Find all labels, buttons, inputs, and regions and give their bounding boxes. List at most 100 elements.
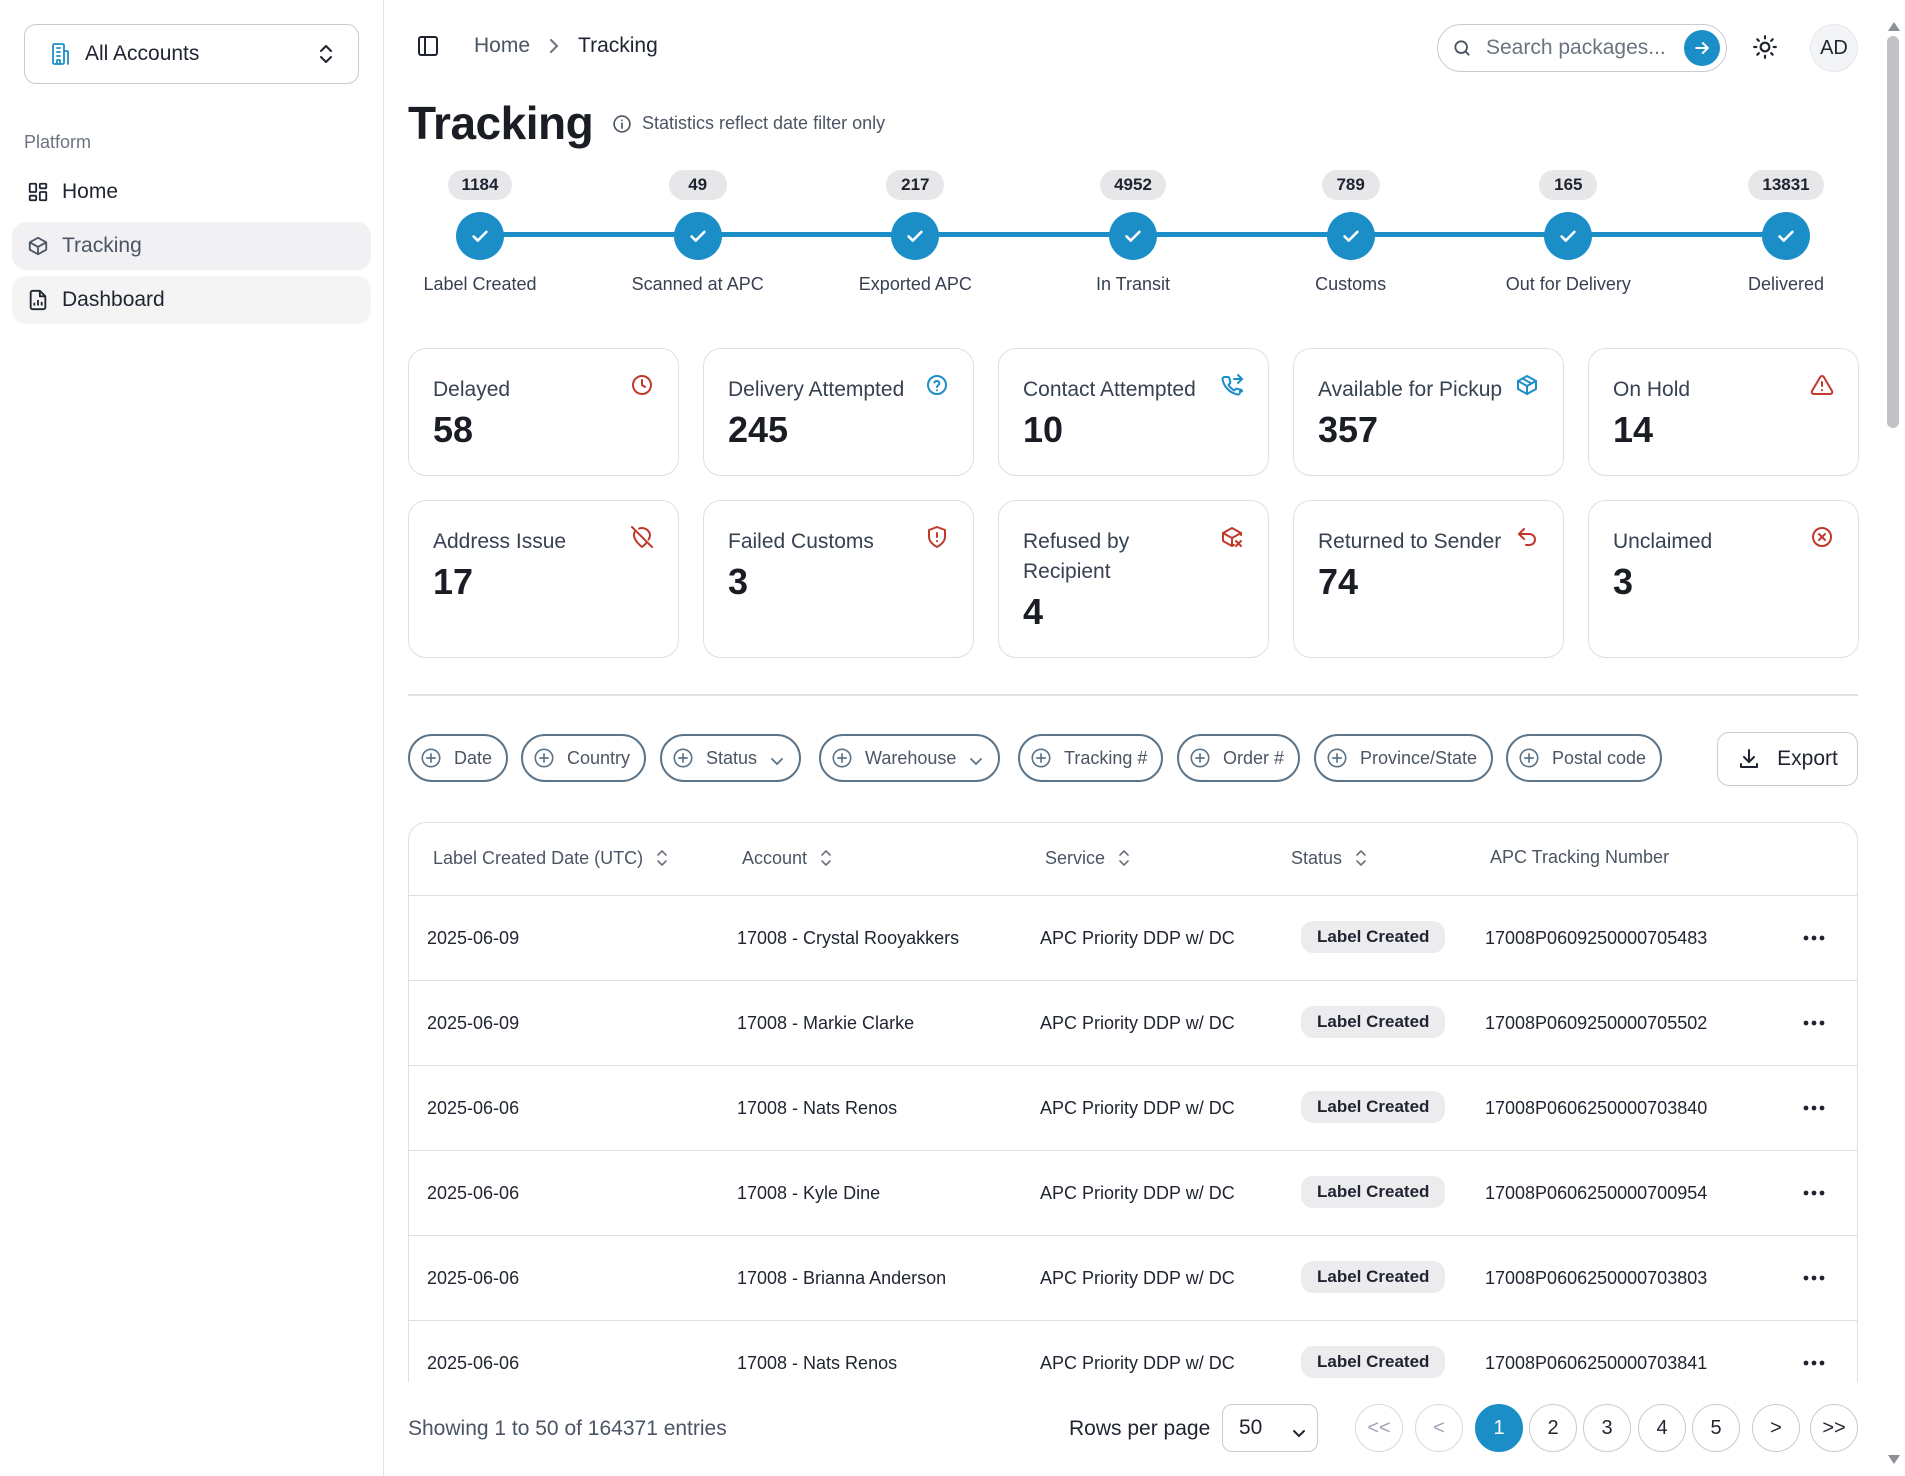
step-label-created[interactable]: 1184 Label Created bbox=[380, 170, 580, 295]
more-horizontal-icon[interactable] bbox=[1801, 1181, 1827, 1205]
table-row[interactable]: 2025-06-06 17008 - Kyle Dine APC Priority … bbox=[409, 1151, 1857, 1236]
chevron-down-icon bbox=[968, 752, 984, 766]
scrollbar-thumb[interactable] bbox=[1887, 36, 1899, 428]
step-delivered[interactable]: 13831 Delivered bbox=[1686, 170, 1886, 295]
column-header-account[interactable]: Account bbox=[742, 847, 833, 869]
undo-icon bbox=[1515, 525, 1541, 551]
stat-card-on-hold[interactable]: On Hold 14 bbox=[1588, 348, 1859, 476]
filter-chip-order[interactable]: Order # bbox=[1177, 734, 1301, 782]
column-header-label-created-date-utc[interactable]: Label Created Date (UTC) bbox=[433, 847, 669, 869]
table-row[interactable]: 2025-06-09 17008 - Crystal Rooyakkers APC … bbox=[409, 896, 1857, 981]
more-horizontal-icon[interactable] bbox=[1801, 1266, 1827, 1290]
stat-card-value: 4 bbox=[1023, 591, 1044, 632]
last-page-button[interactable]: >> bbox=[1810, 1404, 1858, 1452]
page-4-button[interactable]: 4 bbox=[1638, 1404, 1686, 1452]
filter-chip-country[interactable]: Country bbox=[521, 734, 647, 782]
filter-chip-label: Warehouse bbox=[865, 747, 957, 768]
filter-chip-tracking[interactable]: Tracking # bbox=[1018, 734, 1164, 782]
scroll-up-arrow[interactable] bbox=[1888, 22, 1900, 31]
chevron-down-icon bbox=[1291, 1422, 1307, 1438]
column-header-status[interactable]: Status bbox=[1291, 847, 1368, 869]
cell-date: 2025-06-06 bbox=[427, 1183, 520, 1203]
table-row[interactable]: 2025-06-06 17008 - Nats Renos APC Priority… bbox=[409, 1321, 1857, 1382]
cell-service: APC Priority DDP w/ DC bbox=[1040, 1183, 1235, 1203]
step-count: 4952 bbox=[1100, 170, 1166, 200]
stat-card-value: 3 bbox=[728, 561, 749, 602]
step-exported-apc[interactable]: 217 Exported APC bbox=[815, 170, 1015, 295]
stat-card-title: Unclaimed bbox=[1613, 530, 1713, 553]
sun-icon[interactable] bbox=[1752, 34, 1780, 62]
step-scanned-at-apc[interactable]: 49 Scanned at APC bbox=[598, 170, 798, 295]
avatar[interactable]: AD bbox=[1810, 24, 1858, 72]
sidebar-item-tracking[interactable]: Tracking bbox=[12, 222, 371, 270]
prev-page-button[interactable]: < bbox=[1415, 1404, 1463, 1452]
cell-date: 2025-06-06 bbox=[427, 1268, 520, 1288]
page-3-button[interactable]: 3 bbox=[1583, 1404, 1631, 1452]
plus-circle-icon bbox=[672, 747, 694, 769]
plus-circle-icon bbox=[1518, 747, 1540, 769]
stat-card-contact-attempted[interactable]: Contact Attempted 10 bbox=[998, 348, 1269, 476]
more-horizontal-icon[interactable] bbox=[1801, 1096, 1827, 1120]
page-2-button[interactable]: 2 bbox=[1529, 1404, 1577, 1452]
cell-tracking-number: 17008P0606250000703803 bbox=[1485, 1268, 1708, 1288]
stat-card-delivery-attempted[interactable]: Delivery Attempted 245 bbox=[703, 348, 974, 476]
filter-chip-status[interactable]: Status bbox=[660, 734, 802, 782]
shield-alert-icon bbox=[925, 525, 951, 551]
stat-card-refused-by-recipient[interactable]: Refused by Recipient 4 bbox=[998, 500, 1269, 658]
breadcrumb-home[interactable]: Home bbox=[474, 34, 531, 57]
check-icon[interactable] bbox=[1544, 212, 1593, 260]
check-icon[interactable] bbox=[1109, 212, 1157, 260]
column-header-apc-tracking-number[interactable]: APC Tracking Number bbox=[1490, 847, 1669, 868]
table-row[interactable]: 2025-06-06 17008 - Brianna Anderson APC Pr… bbox=[409, 1236, 1857, 1321]
next-page-button[interactable]: > bbox=[1752, 1404, 1800, 1452]
sidebar-item-home[interactable]: Home bbox=[12, 168, 371, 216]
export-button[interactable]: Export bbox=[1717, 732, 1858, 786]
cell-service: APC Priority DDP w/ DC bbox=[1040, 928, 1235, 948]
column-header-service[interactable]: Service bbox=[1045, 847, 1131, 869]
cell-account: 17008 - Crystal Rooyakkers bbox=[737, 928, 960, 948]
check-icon[interactable] bbox=[1762, 212, 1810, 260]
check-icon[interactable] bbox=[891, 212, 940, 260]
page-1-button[interactable]: 1 bbox=[1475, 1404, 1523, 1452]
rows-per-page-select[interactable]: 50 bbox=[1222, 1404, 1318, 1452]
info-icon bbox=[612, 114, 632, 134]
step-in-transit[interactable]: 4952 In Transit bbox=[1033, 170, 1233, 295]
more-horizontal-icon[interactable] bbox=[1801, 1011, 1827, 1035]
stat-card-delayed[interactable]: Delayed 58 bbox=[408, 348, 679, 476]
stat-card-returned-to-sender[interactable]: Returned to Sender 74 bbox=[1293, 500, 1564, 658]
cell-tracking-number: 17008P0606250000700954 bbox=[1485, 1183, 1708, 1203]
cell-account: 17008 - Nats Renos bbox=[737, 1098, 898, 1118]
cell-date: 2025-06-09 bbox=[427, 1013, 520, 1033]
step-customs[interactable]: 789 Customs bbox=[1251, 170, 1451, 295]
step-out-for-delivery[interactable]: 165 Out for Delivery bbox=[1468, 170, 1668, 295]
page-5-button[interactable]: 5 bbox=[1692, 1404, 1740, 1452]
account-selector[interactable]: All Accounts bbox=[24, 24, 359, 84]
first-page-button[interactable]: << bbox=[1355, 1404, 1403, 1452]
filter-chip-postal-code[interactable]: Postal code bbox=[1506, 734, 1663, 782]
more-horizontal-icon[interactable] bbox=[1801, 1351, 1827, 1375]
filter-chip-province-state[interactable]: Province/State bbox=[1314, 734, 1494, 782]
stat-card-failed-customs[interactable]: Failed Customs 3 bbox=[703, 500, 974, 658]
filter-chip-date[interactable]: Date bbox=[408, 734, 509, 782]
check-icon[interactable] bbox=[1326, 212, 1375, 260]
check-icon[interactable] bbox=[456, 212, 504, 260]
sidebar-item-dashboard[interactable]: Dashboard bbox=[12, 276, 371, 324]
step-label: In Transit bbox=[1095, 274, 1171, 294]
layout-grid-icon bbox=[26, 180, 50, 204]
filter-chip-warehouse[interactable]: Warehouse bbox=[819, 734, 1001, 782]
table-row[interactable]: 2025-06-06 17008 - Nats Renos APC Priority… bbox=[409, 1066, 1857, 1151]
search-submit-button[interactable] bbox=[1684, 30, 1720, 66]
check-icon[interactable] bbox=[673, 212, 722, 260]
stat-card-title: Contact Attempted bbox=[1023, 378, 1196, 401]
scroll-down-arrow[interactable] bbox=[1888, 1455, 1900, 1464]
stat-card-available-for-pickup[interactable]: Available for Pickup 357 bbox=[1293, 348, 1564, 476]
stat-card-address-issue[interactable]: Address Issue 17 bbox=[408, 500, 679, 658]
stat-card-title: On Hold bbox=[1613, 378, 1691, 401]
more-horizontal-icon[interactable] bbox=[1801, 926, 1827, 950]
table-row[interactable]: 2025-06-09 17008 - Markie Clarke APC Prior… bbox=[409, 981, 1857, 1066]
search-input[interactable] bbox=[1486, 36, 1680, 60]
sidebar-toggle-icon[interactable] bbox=[416, 34, 442, 60]
stat-card-title: Refused by Recipient bbox=[1023, 530, 1130, 583]
stat-card-unclaimed[interactable]: Unclaimed 3 bbox=[1588, 500, 1859, 658]
step-count: 789 bbox=[1321, 170, 1380, 200]
